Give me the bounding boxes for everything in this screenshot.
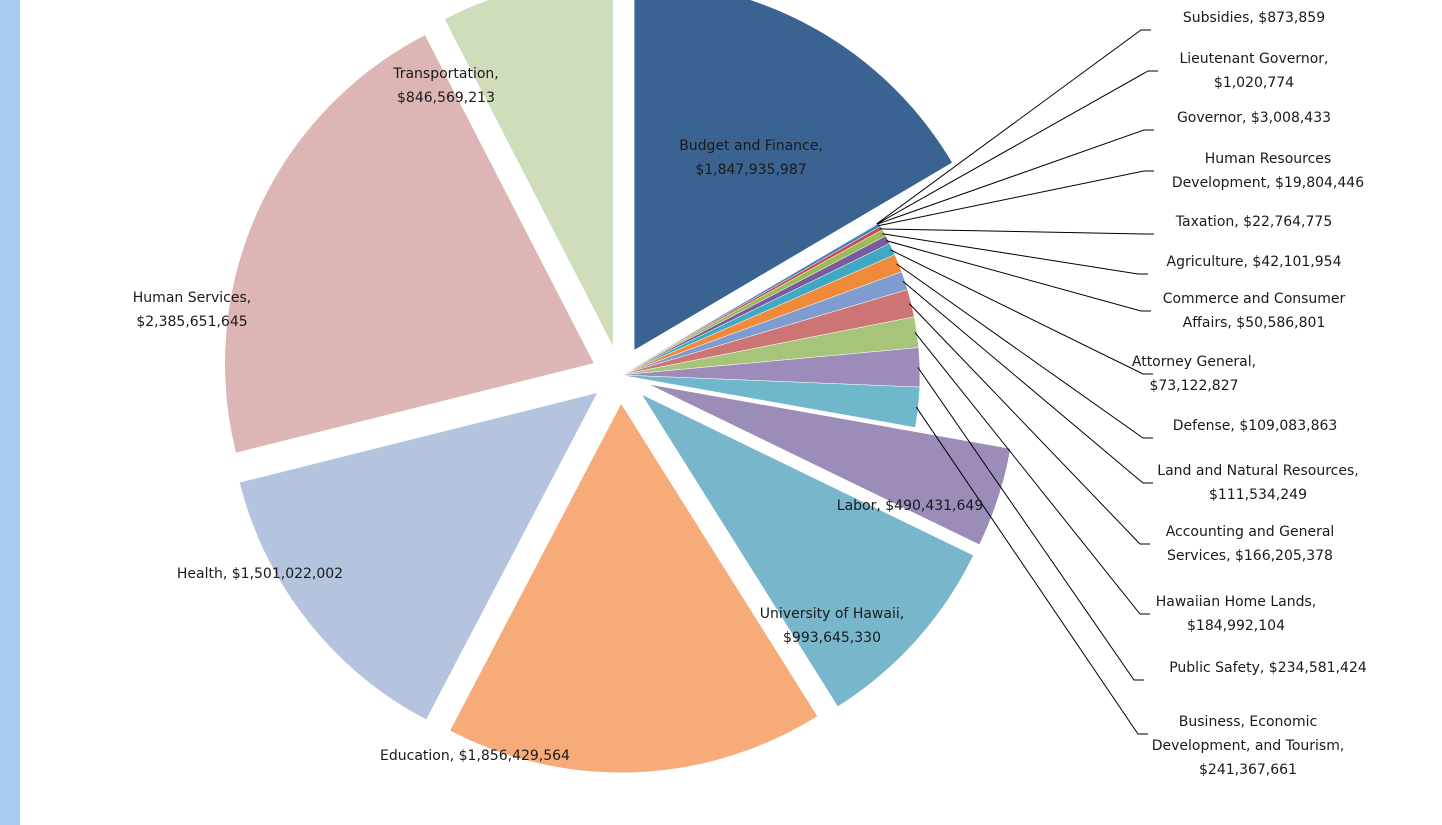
data-label-labor: Labor, $490,431,649 — [837, 498, 983, 514]
leader-line-attorney-general — [890, 249, 1153, 375]
leader-line-defense — [896, 263, 1153, 439]
leader-line-agriculture — [882, 233, 1148, 275]
leader-line-land-and-natural-resources — [902, 280, 1153, 484]
data-label-business-economic-development-and-tourism: Business, Economic Development, and Touri… — [1152, 714, 1345, 778]
data-label-line: Health, $1,501,022,002 — [177, 566, 343, 582]
data-label-university-of-hawaii: University of Hawaii, $993,645,330 — [760, 606, 904, 646]
data-label-line: Lieutenant Governor, — [1179, 51, 1328, 67]
leader-line-public-safety — [917, 367, 1144, 681]
data-label-line: Business, Economic — [1179, 714, 1317, 730]
data-label-line: $1,847,935,987 — [695, 162, 806, 178]
data-label-line: Human Services, — [133, 290, 251, 306]
data-label-line: $846,569,213 — [397, 90, 495, 106]
data-label-line: Governor, $3,008,433 — [1177, 110, 1331, 126]
slice-human-services — [224, 33, 596, 454]
data-label-line: Commerce and Consumer — [1163, 291, 1346, 307]
data-label-line: Development, $19,804,446 — [1172, 175, 1364, 191]
data-label-line: Accounting and General — [1166, 524, 1335, 540]
data-label-line: Services, $166,205,378 — [1167, 548, 1333, 564]
leader-line-lieutenant-governor — [876, 70, 1158, 225]
data-label-line: Affairs, $50,586,801 — [1183, 315, 1326, 331]
data-label-human-resources-development: Human Resources Development, $19,804,446 — [1172, 151, 1364, 191]
data-label-line: $993,645,330 — [783, 630, 881, 646]
leader-line-human-resources-development — [877, 170, 1154, 227]
data-label-lieutenant-governor: Lieutenant Governor, $1,020,774 — [1179, 51, 1328, 91]
data-label-transportation: Transportation, $846,569,213 — [392, 66, 499, 106]
data-label-line: Land and Natural Resources, — [1157, 463, 1358, 479]
data-label-defense: Defense, $109,083,863 — [1173, 418, 1338, 434]
data-label-agriculture: Agriculture, $42,101,954 — [1167, 254, 1342, 270]
data-label-line: Hawaiian Home Lands, — [1156, 594, 1317, 610]
slice-health — [238, 391, 599, 721]
leader-line-hawaiian-home-lands — [914, 332, 1150, 615]
data-label-line: University of Hawaii, — [760, 606, 904, 622]
slice-transportation — [443, 0, 614, 349]
data-label-attorney-general: Attorney General, $73,122,827 — [1132, 354, 1256, 394]
leader-line-governor — [876, 129, 1154, 225]
data-label-line: Development, and Tourism, — [1152, 738, 1345, 754]
data-label-line: Labor, $490,431,649 — [837, 498, 983, 514]
data-label-line: Subsidies, $873,859 — [1183, 10, 1325, 26]
data-label-line: Budget and Finance, — [679, 138, 823, 154]
data-label-line: Transportation, — [392, 66, 499, 82]
leader-line-commerce-and-consumer-affairs — [885, 240, 1151, 312]
data-label-line: $1,020,774 — [1214, 75, 1294, 91]
data-label-line: $73,122,827 — [1149, 378, 1238, 394]
data-label-public-safety: Public Safety, $234,581,424 — [1169, 660, 1367, 676]
data-label-line: $184,992,104 — [1187, 618, 1285, 634]
data-label-line: Education, $1,856,429,564 — [380, 748, 570, 764]
slice-education — [448, 401, 819, 774]
data-label-human-services: Human Services, $2,385,651,645 — [133, 290, 251, 330]
slice-business-economic-development-and-tourism — [619, 374, 921, 428]
data-label-line: Human Resources — [1205, 151, 1331, 167]
data-label-line: Taxation, $22,764,775 — [1175, 214, 1332, 230]
data-label-line: Agriculture, $42,101,954 — [1167, 254, 1342, 270]
slice-budget-and-finance — [633, 0, 954, 352]
pie-chart: Budget and Finance, $1,847,935,987 Transpo… — [133, 0, 1367, 778]
data-label-line: Public Safety, $234,581,424 — [1169, 660, 1367, 676]
data-label-line: $241,367,661 — [1199, 762, 1297, 778]
data-label-line: Attorney General, — [1132, 354, 1256, 370]
data-label-taxation: Taxation, $22,764,775 — [1175, 214, 1332, 230]
data-label-governor: Governor, $3,008,433 — [1177, 110, 1331, 126]
data-label-subsidies: Subsidies, $873,859 — [1183, 10, 1325, 26]
leader-line-business-economic-development-and-tourism — [915, 406, 1148, 735]
data-label-accounting-and-general-services: Accounting and General Services, $166,205… — [1166, 524, 1335, 564]
data-label-health: Health, $1,501,022,002 — [177, 566, 343, 582]
data-label-hawaiian-home-lands: Hawaiian Home Lands, $184,992,104 — [1156, 594, 1317, 634]
data-label-commerce-and-consumer-affairs: Commerce and Consumer Affairs, $50,586,80… — [1163, 291, 1346, 331]
data-label-education: Education, $1,856,429,564 — [380, 748, 570, 764]
data-label-budget-and-finance: Budget and Finance, $1,847,935,987 — [679, 138, 823, 178]
chart-area: Budget and Finance, $1,847,935,987 Transpo… — [20, 0, 1442, 825]
data-label-line: Defense, $109,083,863 — [1173, 418, 1338, 434]
leader-line-taxation — [879, 228, 1154, 235]
leader-line-accounting-and-general-services — [908, 303, 1150, 545]
slice-labor — [646, 383, 1012, 546]
data-label-line: $111,534,249 — [1209, 487, 1307, 503]
data-label-line: $2,385,651,645 — [136, 314, 247, 330]
leader-line-subsidies — [876, 29, 1151, 225]
data-label-land-and-natural-resources: Land and Natural Resources, $111,534,249 — [1157, 463, 1358, 503]
slice-university-of-hawaii — [639, 392, 975, 708]
